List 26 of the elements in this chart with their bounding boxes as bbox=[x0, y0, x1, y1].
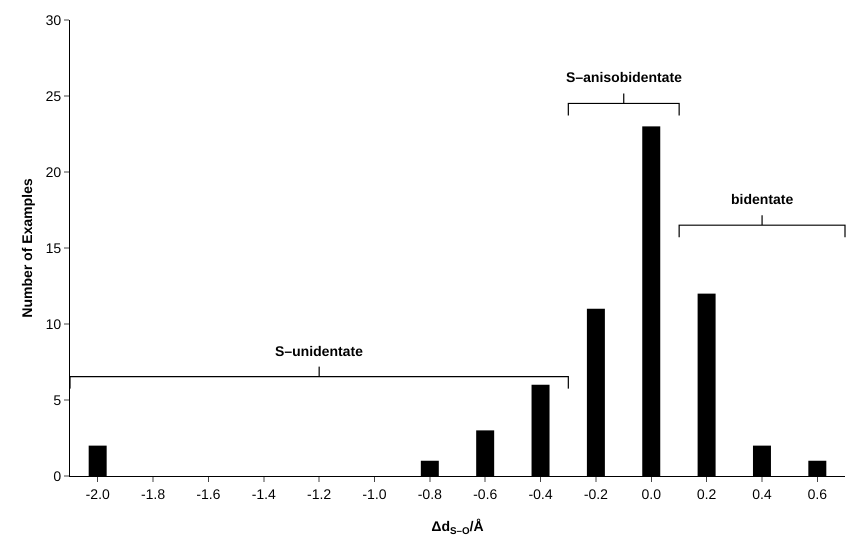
annotation: bidentate bbox=[731, 191, 794, 207]
annotation: S–anisobidentate bbox=[566, 69, 682, 85]
x-tick-label: -0.4 bbox=[528, 486, 553, 502]
x-tick-label: -1.4 bbox=[252, 486, 276, 502]
y-tick-label: 15 bbox=[46, 240, 62, 256]
y-axis-title: Number of Examples bbox=[19, 178, 35, 318]
x-tick-label: -1.2 bbox=[307, 486, 332, 502]
annotation: S–unidentate bbox=[275, 343, 364, 359]
x-tick-label: -2.0 bbox=[86, 486, 110, 502]
x-tick-label: 0.0 bbox=[642, 486, 662, 502]
x-tick-label: -1.6 bbox=[196, 486, 221, 502]
y-tick-label: 5 bbox=[53, 392, 62, 408]
y-tick-label: 10 bbox=[46, 316, 62, 332]
x-tick-label: -0.8 bbox=[418, 486, 442, 502]
y-tick-label: 25 bbox=[46, 88, 62, 104]
x-tick-label: 0.6 bbox=[808, 486, 828, 502]
x-tick-label: -0.6 bbox=[473, 486, 498, 502]
x-axis-title: Δd$_{S–O}$/Å bbox=[431, 518, 484, 538]
x-tick-label: 0.2 bbox=[696, 486, 717, 502]
y-tick-label: 0 bbox=[53, 468, 62, 484]
x-tick-label: -1.8 bbox=[140, 486, 166, 502]
x-tick-label: 0.4 bbox=[752, 486, 772, 502]
y-tick-label: 30 bbox=[46, 12, 62, 28]
x-tick-label: -0.2 bbox=[584, 486, 608, 502]
x-tick-label: -1.0 bbox=[362, 486, 387, 502]
y-tick-label: 20 bbox=[46, 164, 62, 180]
